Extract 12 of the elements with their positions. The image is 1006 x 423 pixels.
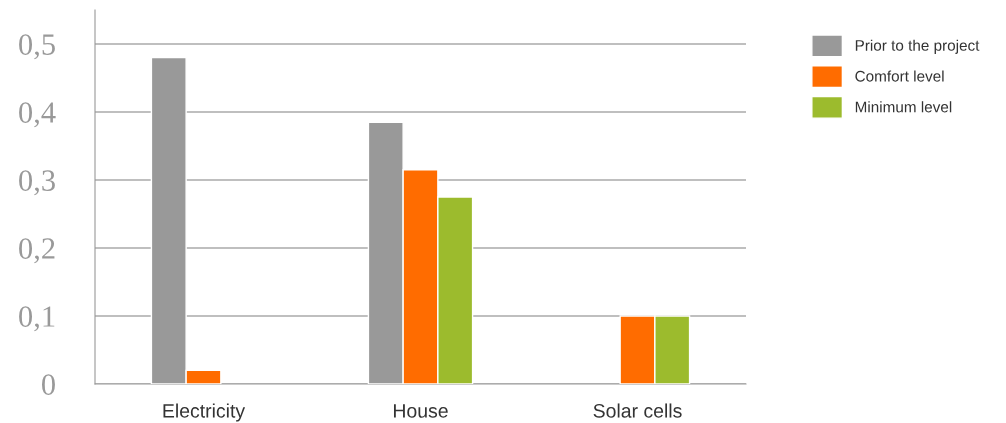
y-tick-label: 0,3 <box>19 170 55 196</box>
legend-label: Prior to the project <box>855 39 980 54</box>
y-tick-label: 0,5 <box>19 34 55 60</box>
x-tick-label: Solar cells <box>593 403 682 418</box>
y-tick-label: 0,2 <box>19 238 55 264</box>
legend-label: Comfort level <box>855 70 944 82</box>
x-tick-label: House <box>393 404 448 418</box>
y-tick-label: 0 <box>42 374 55 395</box>
legend-label: Minimum level <box>855 101 952 113</box>
y-tick-label: 0,1 <box>19 306 55 332</box>
y-tick-label: 0,4 <box>19 102 56 128</box>
x-tick-label: Electricity <box>163 403 246 422</box>
